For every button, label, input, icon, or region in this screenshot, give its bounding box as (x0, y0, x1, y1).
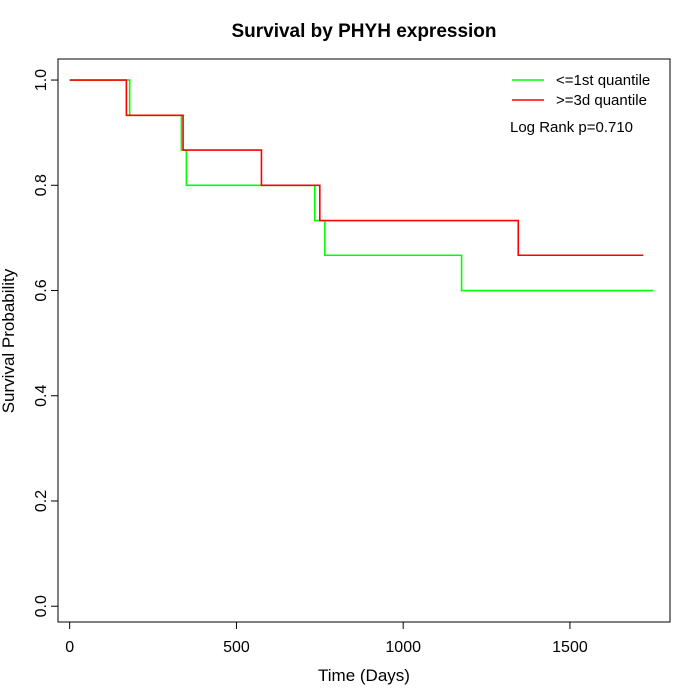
y-axis: 0.0 0.2 0.4 0.6 0.8 1.0 (33, 69, 59, 617)
chart-title: Survival by PHYH expression (231, 21, 496, 42)
x-tick-label: 500 (223, 639, 250, 656)
y-tick-label: 1.0 (33, 69, 50, 91)
survival-curve-low (69, 79, 654, 292)
x-tick-label: 1500 (552, 639, 588, 656)
survival-curve-high (69, 79, 644, 257)
y-tick-label: 0.0 (33, 595, 50, 617)
legend-label: >=3d quantile (556, 92, 647, 109)
legend-label: <=1st quantile (556, 72, 650, 89)
y-tick-label: 0.2 (33, 490, 50, 512)
x-axis-label: Time (Days) (318, 666, 410, 685)
y-tick-label: 0.8 (33, 174, 50, 196)
y-tick-label: 0.6 (33, 279, 50, 301)
log-rank-annotation: Log Rank p=0.710 (510, 119, 633, 136)
legend: <=1st quantile >=3d quantile (512, 72, 650, 109)
y-tick-label: 0.4 (33, 385, 50, 407)
x-tick-label: 0 (65, 639, 74, 656)
x-tick-label: 1000 (385, 639, 421, 656)
y-axis-label: Survival Probability (0, 268, 18, 413)
x-axis: 0 500 1000 1500 (65, 621, 588, 656)
series-group (69, 79, 654, 292)
plot-frame (57, 58, 671, 623)
